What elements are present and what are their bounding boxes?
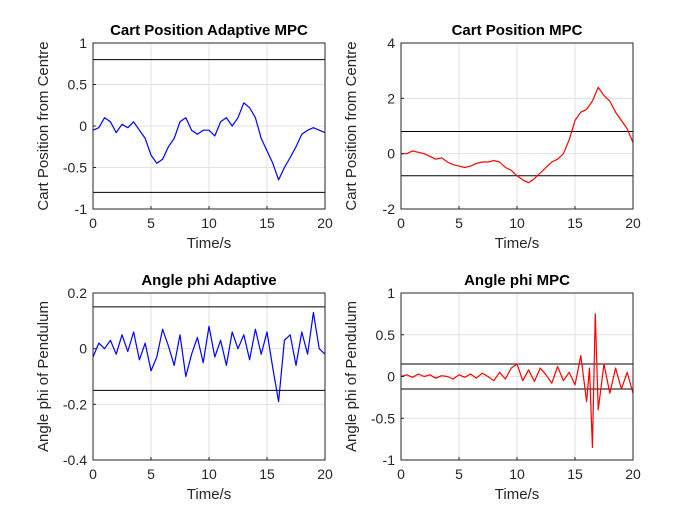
y-axis-label: Angle phi of Pendulum bbox=[343, 301, 360, 452]
chart-title: Angle phi Adaptive bbox=[141, 272, 276, 289]
x-tick-label: 15 bbox=[567, 215, 583, 231]
y-tick-label: 0 bbox=[79, 341, 87, 357]
x-axis-label: Time/s bbox=[495, 235, 539, 252]
x-tick-label: 20 bbox=[317, 215, 333, 231]
y-tick-label: 0 bbox=[387, 369, 395, 385]
y-tick-label: 0.5 bbox=[68, 77, 88, 93]
series-line bbox=[400, 313, 634, 449]
x-tick-label: 0 bbox=[89, 215, 97, 231]
x-tick-label: 10 bbox=[509, 466, 525, 482]
y-tick-label: -0.4 bbox=[63, 452, 87, 468]
x-tick-label: 0 bbox=[397, 466, 405, 482]
x-tick-label: 15 bbox=[259, 466, 275, 482]
series-line bbox=[401, 86, 634, 184]
x-tick-label: 20 bbox=[625, 466, 641, 482]
y-tick-label: 0.2 bbox=[68, 285, 88, 301]
x-tick-label: 20 bbox=[317, 466, 333, 482]
x-tick-label: 5 bbox=[455, 215, 463, 231]
x-tick-label: 15 bbox=[259, 215, 275, 231]
chart-angle-phi-mpc: 0 5 10 15 20 -1 -0.5 0 0.5 1 Angle phi MPC Time/s An… bbox=[343, 272, 641, 503]
x-tick-label: 5 bbox=[147, 466, 155, 482]
series-line bbox=[92, 102, 326, 181]
y-tick-label: 0 bbox=[387, 146, 395, 162]
y-tick-label: 0 bbox=[79, 118, 87, 134]
chart-title: Angle phi MPC bbox=[464, 272, 570, 289]
x-axis-label: Time/s bbox=[495, 486, 539, 503]
x-tick-label: 0 bbox=[89, 466, 97, 482]
y-tick-label: -0.5 bbox=[371, 410, 395, 426]
y-tick-label: -0.5 bbox=[63, 160, 87, 176]
x-tick-label: 10 bbox=[509, 215, 525, 231]
x-tick-label: 5 bbox=[455, 466, 463, 482]
y-tick-label: 0.5 bbox=[376, 327, 396, 343]
series-line bbox=[92, 311, 326, 403]
y-tick-label: -0.2 bbox=[63, 396, 87, 412]
y-axis-label: Cart Position from Centre bbox=[343, 41, 360, 210]
y-tick-label: 4 bbox=[387, 35, 395, 51]
y-tick-label: 2 bbox=[387, 90, 395, 106]
x-tick-label: 5 bbox=[147, 215, 155, 231]
chart-angle-phi-adaptive: 0 5 10 15 20 -0.4 -0.2 0 0.2 Angle phi Adaptive Ti… bbox=[35, 272, 333, 503]
x-axis-label: Time/s bbox=[187, 486, 231, 503]
x-tick-label: 10 bbox=[201, 466, 217, 482]
y-axis-label: Angle phi of Pendulum bbox=[35, 301, 52, 452]
chart-title: Cart Position Adaptive MPC bbox=[110, 22, 308, 39]
y-tick-label: 1 bbox=[79, 35, 87, 51]
x-tick-label: 20 bbox=[625, 215, 641, 231]
chart-title: Cart Position MPC bbox=[452, 22, 583, 39]
y-tick-label: 1 bbox=[387, 285, 395, 301]
y-axis-label: Cart Position from Centre bbox=[35, 41, 52, 210]
chart-cart-position-adaptive: 0 5 10 15 20 -1 -0.5 0 0.5 1 Cart Position Adaptiv… bbox=[35, 22, 333, 252]
x-axis-label: Time/s bbox=[187, 235, 231, 252]
x-tick-label: 0 bbox=[397, 215, 405, 231]
y-tick-label: -2 bbox=[383, 201, 396, 217]
y-tick-label: -1 bbox=[75, 201, 88, 217]
x-tick-label: 10 bbox=[201, 215, 217, 231]
x-tick-label: 15 bbox=[567, 466, 583, 482]
y-tick-label: -1 bbox=[383, 452, 396, 468]
